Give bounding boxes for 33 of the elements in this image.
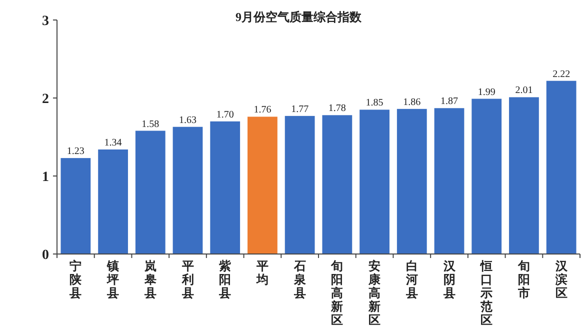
x-tick: 白河县	[406, 259, 418, 300]
data-label: 1.63	[179, 114, 196, 126]
data-label: 1.78	[328, 103, 346, 114]
title: 9月份空气质量综合指数	[236, 10, 362, 24]
x-tick: 紫阳县	[219, 259, 232, 300]
x-tick: 旬阳市	[518, 259, 530, 300]
x-tick: 岚皋县	[144, 259, 156, 300]
data-label: 1.85	[366, 98, 384, 109]
data-label: 1.87	[440, 96, 458, 108]
data-label: 2.01	[515, 85, 533, 96]
data-label: 1.23	[66, 146, 84, 158]
y-tick: 1	[42, 170, 49, 185]
data-label: 2.22	[552, 68, 570, 80]
data-label: 1.34	[104, 137, 122, 148]
x-tick: 安康高新区	[368, 259, 381, 327]
y-tick: 2	[42, 92, 49, 107]
x-tick: 石泉县	[294, 259, 306, 300]
y-tick: 0	[42, 248, 49, 263]
x-tick: 平均	[256, 259, 268, 286]
data-label: 1.77	[291, 104, 309, 115]
x-tick: 恒口示范区	[480, 259, 493, 327]
x-tick: 镇坪县	[107, 259, 120, 300]
y-tick: 3	[42, 14, 49, 29]
data-label: 1.58	[142, 118, 160, 130]
data-label: 1.86	[403, 96, 421, 108]
x-tick: 汉滨区	[555, 259, 568, 300]
data-label: 1.76	[254, 104, 272, 116]
x-tick: 旬阳高新区	[331, 259, 344, 327]
x-tick: 宁陕县	[70, 259, 82, 300]
data-label: 1.70	[216, 109, 234, 120]
x-tick: 汉阴县	[443, 259, 456, 300]
x-tick: 平利县	[182, 259, 194, 300]
data-label: 1.99	[478, 86, 496, 98]
